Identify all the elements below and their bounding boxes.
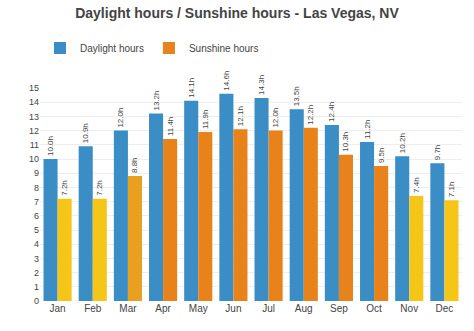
svg-text:7.2h: 7.2h (95, 180, 104, 196)
svg-text:12: 12 (29, 126, 39, 136)
svg-text:5: 5 (34, 225, 39, 235)
svg-text:Apr: Apr (155, 303, 171, 314)
svg-text:Jan: Jan (50, 303, 66, 314)
svg-text:Sunshine hours: Sunshine hours (189, 43, 259, 54)
svg-text:8.8h: 8.8h (130, 157, 139, 173)
svg-text:10.2h: 10.2h (398, 133, 407, 153)
svg-text:10: 10 (29, 154, 39, 164)
svg-text:10.3h: 10.3h (341, 132, 350, 152)
svg-text:8: 8 (34, 183, 39, 193)
svg-text:9: 9 (34, 168, 39, 178)
svg-text:Jun: Jun (225, 303, 241, 314)
svg-text:9.5h: 9.5h (377, 148, 386, 164)
svg-text:7.4h: 7.4h (412, 177, 421, 193)
svg-text:7.2h: 7.2h (60, 180, 69, 196)
svg-text:Nov: Nov (400, 303, 418, 314)
svg-text:2: 2 (34, 268, 39, 278)
svg-text:3: 3 (34, 254, 39, 264)
svg-text:Sep: Sep (330, 303, 348, 314)
svg-text:12.0h: 12.0h (271, 108, 280, 128)
svg-text:11.9h: 11.9h (201, 110, 210, 129)
svg-text:13: 13 (29, 112, 39, 122)
svg-text:12.0h: 12.0h (116, 108, 125, 128)
svg-text:Dec: Dec (436, 303, 454, 314)
svg-text:Daylight hours / Sunshine hour: Daylight hours / Sunshine hours - Las Ve… (75, 5, 399, 21)
svg-text:12.2h: 12.2h (306, 105, 315, 125)
svg-text:14: 14 (29, 97, 39, 107)
svg-text:10.9h: 10.9h (81, 123, 90, 143)
svg-text:Daylight hours: Daylight hours (80, 43, 144, 54)
svg-text:Oct: Oct (366, 303, 382, 314)
svg-text:6: 6 (34, 211, 39, 221)
svg-text:Aug: Aug (295, 303, 313, 314)
svg-text:11.2h: 11.2h (363, 120, 372, 139)
svg-text:13.5h: 13.5h (292, 86, 301, 106)
svg-text:May: May (189, 303, 208, 314)
svg-text:1: 1 (34, 282, 39, 292)
svg-text:14.6h: 14.6h (222, 71, 231, 91)
svg-text:15: 15 (29, 83, 39, 93)
svg-text:12.4h: 12.4h (327, 102, 336, 122)
svg-text:Jul: Jul (262, 303, 275, 314)
svg-text:9.7h: 9.7h (433, 145, 442, 161)
svg-text:10.0h: 10.0h (46, 136, 55, 156)
svg-text:7: 7 (34, 197, 39, 207)
svg-text:7.1h: 7.1h (447, 182, 456, 198)
svg-text:Feb: Feb (84, 303, 102, 314)
svg-text:0: 0 (34, 296, 39, 306)
svg-text:12.1h: 12.1h (236, 106, 245, 126)
svg-text:Mar: Mar (119, 303, 137, 314)
svg-text:14.3h: 14.3h (257, 75, 266, 95)
svg-text:13.2h: 13.2h (152, 91, 161, 111)
svg-text:11: 11 (30, 140, 39, 150)
svg-text:4: 4 (34, 239, 39, 249)
svg-text:11.4h: 11.4h (166, 117, 175, 136)
svg-text:14.1h: 14.1h (187, 78, 196, 98)
